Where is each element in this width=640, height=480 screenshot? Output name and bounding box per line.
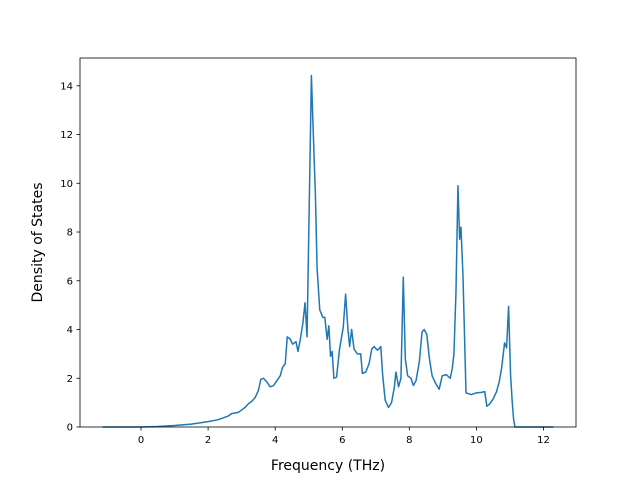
y-tick-label: 6 [67, 276, 73, 287]
y-tick-label: 4 [67, 325, 73, 336]
x-tick-label: 10 [470, 435, 483, 446]
x-axis-label: Frequency (THz) [271, 458, 385, 474]
x-tick-label: 2 [205, 435, 211, 446]
x-tick-label: 0 [138, 435, 144, 446]
x-tick-label: 8 [406, 435, 412, 446]
x-tick-label: 6 [339, 435, 345, 446]
x-tick-label: 4 [272, 435, 278, 446]
y-tick-label: 10 [60, 179, 73, 190]
y-tick-label: 14 [60, 81, 73, 92]
y-axis-label: Density of States [30, 183, 46, 303]
y-tick-label: 8 [67, 228, 73, 239]
y-tick-label: 0 [67, 423, 73, 434]
data-line [102, 74, 554, 428]
y-tick-label: 12 [60, 130, 73, 141]
plot-frame [79, 57, 577, 428]
x-tick-label: 12 [537, 435, 550, 446]
y-tick-label: 2 [67, 374, 73, 385]
